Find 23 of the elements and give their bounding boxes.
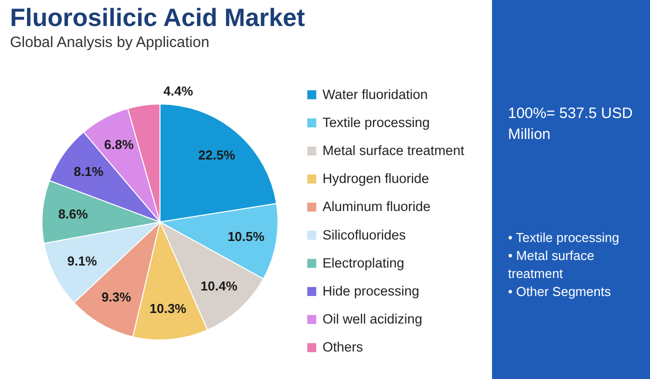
legend-label: Metal surface treatment — [322, 142, 465, 158]
data-label: 10.5% — [228, 229, 265, 244]
legend-label: Electroplating — [322, 255, 404, 270]
legend-label: Aluminum fluoride — [322, 199, 431, 214]
legend-label: Silicofluorides — [322, 227, 406, 242]
data-label: 6.8% — [104, 136, 134, 152]
chart-subtitle: Global Analysis by Application — [10, 34, 210, 51]
data-label: 8.1% — [74, 164, 104, 179]
legend-label: Textile processing — [322, 114, 430, 130]
data-label: 10.4% — [200, 278, 238, 294]
data-label: 4.4% — [163, 83, 194, 98]
legend-label: Oil well acidizing — [322, 312, 422, 327]
chart-title: Fluorosilicic Acid Market — [10, 4, 305, 33]
data-label: 9.3% — [101, 290, 132, 305]
legend-label: Hide processing — [322, 283, 420, 298]
data-label: 22.5% — [198, 148, 236, 163]
data-label: 8.6% — [58, 206, 88, 222]
legend-label: Water fluoridation — [322, 86, 428, 102]
legend-label: Others — [322, 340, 364, 355]
data-label: 9.1% — [67, 253, 98, 268]
data-label: 10.3% — [150, 300, 187, 316]
legend-label: Hydrogen fluoride — [322, 171, 430, 186]
info-panel: 100%= 537.5 USD Million • Textile processing • Metal surface treatment • Other Segments — [492, 0, 650, 379]
